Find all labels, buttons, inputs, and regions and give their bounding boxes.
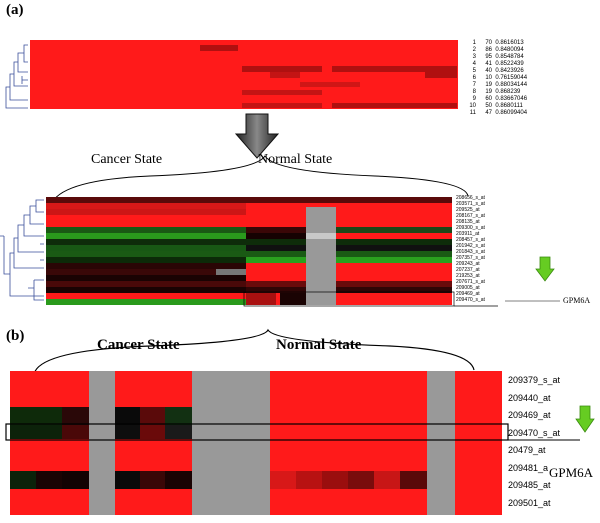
probe-label: 207671_s_at [456,279,485,285]
probe-label: 209501_at [508,497,551,508]
top-row: 1 70 0.8616013 [472,40,524,46]
probe-label: 209005_at [456,285,480,291]
probe-label: 208656_s_at [456,195,485,201]
probe-label: 209243_at [456,261,480,267]
probe-label: 209485_at [508,480,551,490]
probe-labels-b: 209379_s_at 209440_at 209469_at 209470_s… [508,372,578,512]
probe-label: 207357_s_at [456,255,485,261]
probe-label: 201942_s_at [456,243,485,249]
probe-label: 209470_s_at [508,427,561,438]
probe-label: 209469_at [456,291,480,297]
top-row: 6 10 0.76159044 [472,75,528,81]
gpm6a-label-a: GPM6A [563,296,591,305]
normal-state-label-b: Normal State [276,337,362,353]
probe-label: 208167_s_at [456,213,485,219]
gpm6a-label-b: GPM6A [548,465,595,481]
top-row: 3 95 0.8548784 [472,54,524,60]
probe-label: 209379_s_at [508,375,561,385]
top-row: 8 19 0.868239 [472,89,521,95]
down-arrow-icon [234,113,280,159]
probe-label: 203911_at [456,231,480,237]
top-heatmap [5,40,458,109]
top-row: 11 47 0.86099404 [469,110,528,116]
probe-label: 208457_s_at [456,237,485,243]
top-row: 10 50 0.8680111 [469,103,523,109]
green-down-arrow-icon [575,405,595,433]
probe-label: 207237_at [456,267,480,273]
top-row: 7 19 0.88034144 [472,82,528,88]
probe-label: 208135_at [456,219,480,225]
cancer-state-label-a: Cancer State [91,152,163,167]
probe-label: 209525_at [456,207,480,213]
panel-b-label: (b) [6,328,25,344]
cancer-state-label-b: Cancer State [97,337,180,353]
top-row-labels: 1 70 0.8616013 2 86 0.8480094 3 95 0.854878… [464,40,594,117]
probe-label: 201843_s_at [456,249,485,255]
top-dendrogram [5,44,28,109]
green-down-arrow-icon [535,256,555,282]
probe-labels-a: 208656_s_at 203571_s_at 209525_at 208167… [456,195,516,303]
top-row: 5 40 0.8423926 [472,68,524,74]
top-row: 2 86 0.8480094 [472,47,524,53]
top-row: 9 60 0.83667046 [472,96,528,102]
state-brace-a [49,155,469,209]
top-row: 4 41 0.8522439 [472,61,524,67]
probe-label: 209300_s_at [456,225,485,231]
probe-label: 219253_at [456,273,480,279]
main-heatmap-a [0,197,560,307]
probe-label: 203571_s_at [456,201,485,207]
probe-label: 209469_at [508,410,551,420]
probe-label: 209481_at [508,462,551,473]
probe-label: 209470_s_at [456,297,485,303]
probe-label: 209440_at [508,392,551,403]
probe-label: 20479_at [508,445,546,455]
panel-a-label: (a) [6,2,24,18]
main-dendrogram [0,199,44,301]
